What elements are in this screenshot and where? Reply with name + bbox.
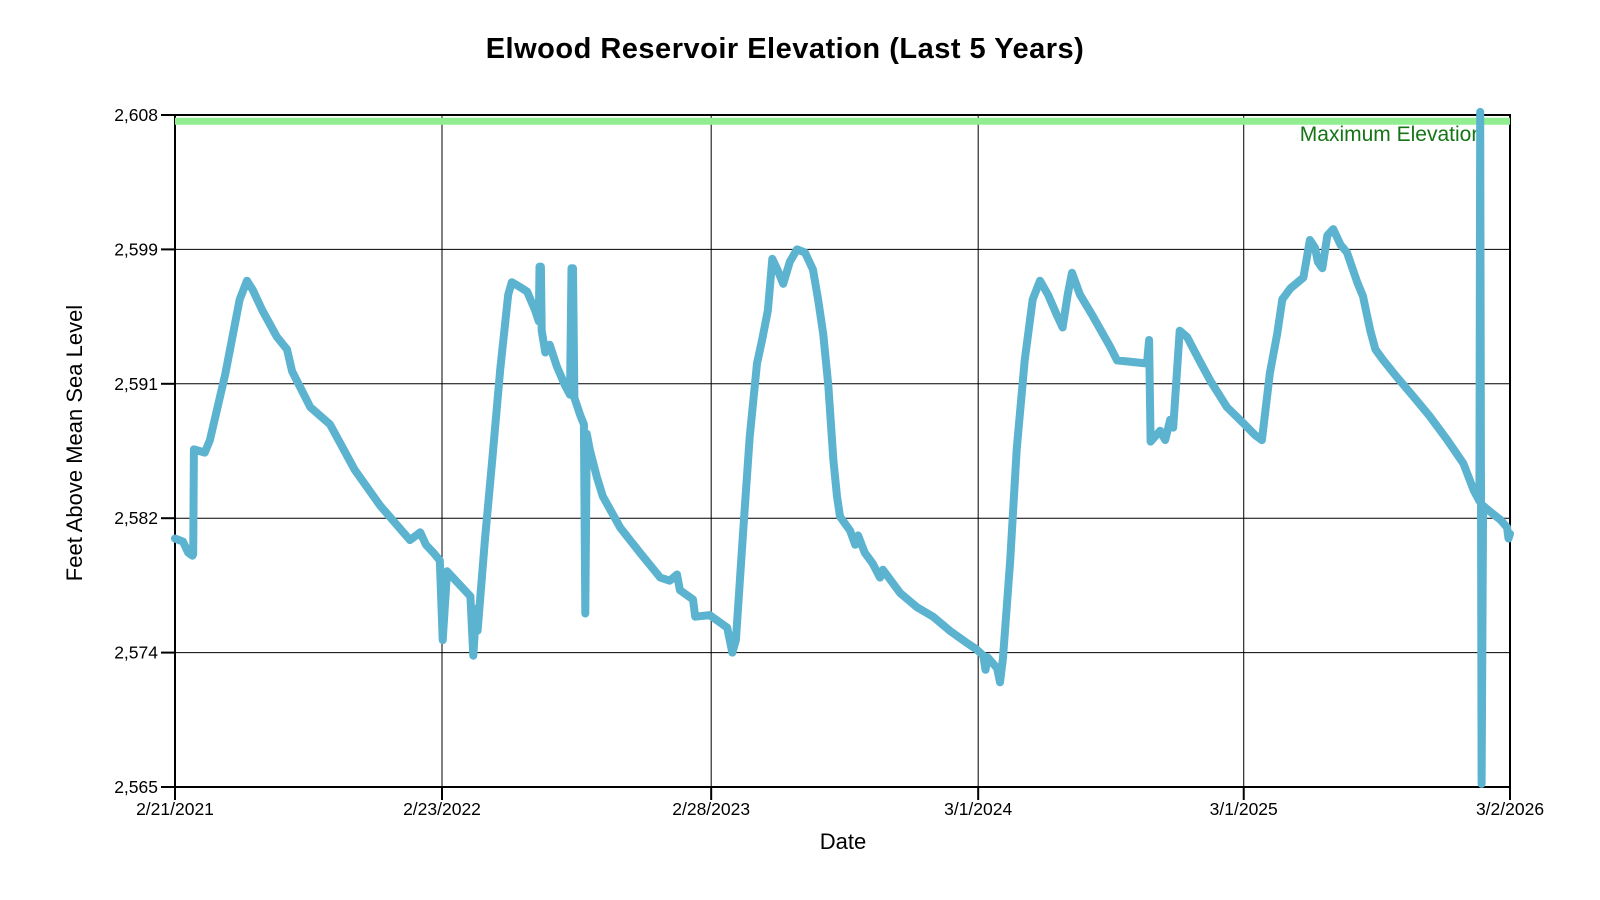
- x-tick-label: 2/28/2023: [672, 799, 750, 819]
- x-tick-label: 3/2/2026: [1476, 799, 1544, 819]
- chart-title: Elwood Reservoir Elevation (Last 5 Years…: [485, 33, 1085, 65]
- y-tick-label: 2,582: [114, 508, 158, 528]
- y-tick-label: 2,591: [114, 374, 158, 394]
- y-tick-label: 2,608: [114, 105, 158, 125]
- x-tick-label: 2/21/2021: [136, 799, 214, 819]
- y-tick-label: 2,565: [114, 777, 158, 797]
- x-tick-label: 3/1/2024: [944, 799, 1012, 819]
- y-tick-label: 2,574: [114, 643, 158, 663]
- x-axis-title: Date: [819, 829, 867, 854]
- y-axis-title: Feet Above Mean Sea Level: [62, 304, 87, 582]
- x-tick-label: 3/1/2025: [1210, 799, 1278, 819]
- x-tick-label: 2/23/2022: [403, 799, 481, 819]
- plot-border: [174, 114, 1511, 788]
- elevation-series-line: [171, 107, 1514, 788]
- max-elevation-label: Maximum Elevation: [1300, 123, 1483, 146]
- y-tick-label: 2,599: [114, 239, 158, 259]
